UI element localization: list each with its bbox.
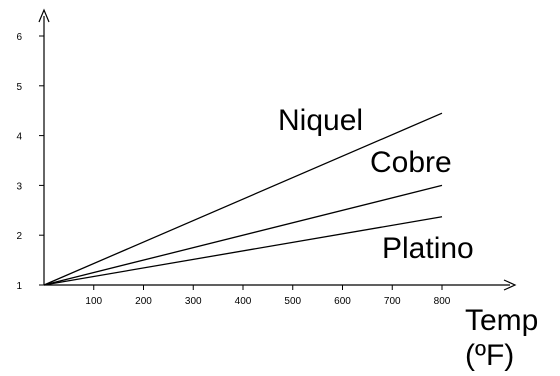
x-tick-label: 700 [384,296,401,307]
series-label-platino: Platino [382,232,474,265]
y-tick-label: 1 [16,281,22,292]
series-label-niquel: Niquel [278,104,363,137]
y-tick-label: 3 [16,181,22,192]
series-line-cobre [43,184,443,286]
x-axis-title-line2: (ºF) [465,339,514,372]
x-tick-label: 300 [185,296,202,307]
x-tick-label: 800 [434,296,451,307]
series-label-cobre: Cobre [370,146,452,179]
series-layer [43,112,443,286]
y-axis-arrow [38,8,50,23]
x-axis-title-line1: Temp [465,304,538,337]
series-line-niquel [43,112,443,286]
ticks-layer: 100 200 300 400 500 600 700 800 1 2 3 4 5 6 [16,32,450,307]
x-tick-label: 100 [85,296,102,307]
y-tick-label: 6 [16,32,22,43]
y-tick-label: 4 [16,132,22,143]
x-tick-label: 600 [334,296,351,307]
x-axis-arrow [503,279,517,291]
x-tick-label: 200 [135,296,152,307]
y-tick-label: 2 [16,231,22,242]
x-tick-label: 500 [284,296,301,307]
y-tick-label: 5 [16,82,22,93]
x-tick-label: 400 [235,296,252,307]
series-line-platino [43,216,443,286]
